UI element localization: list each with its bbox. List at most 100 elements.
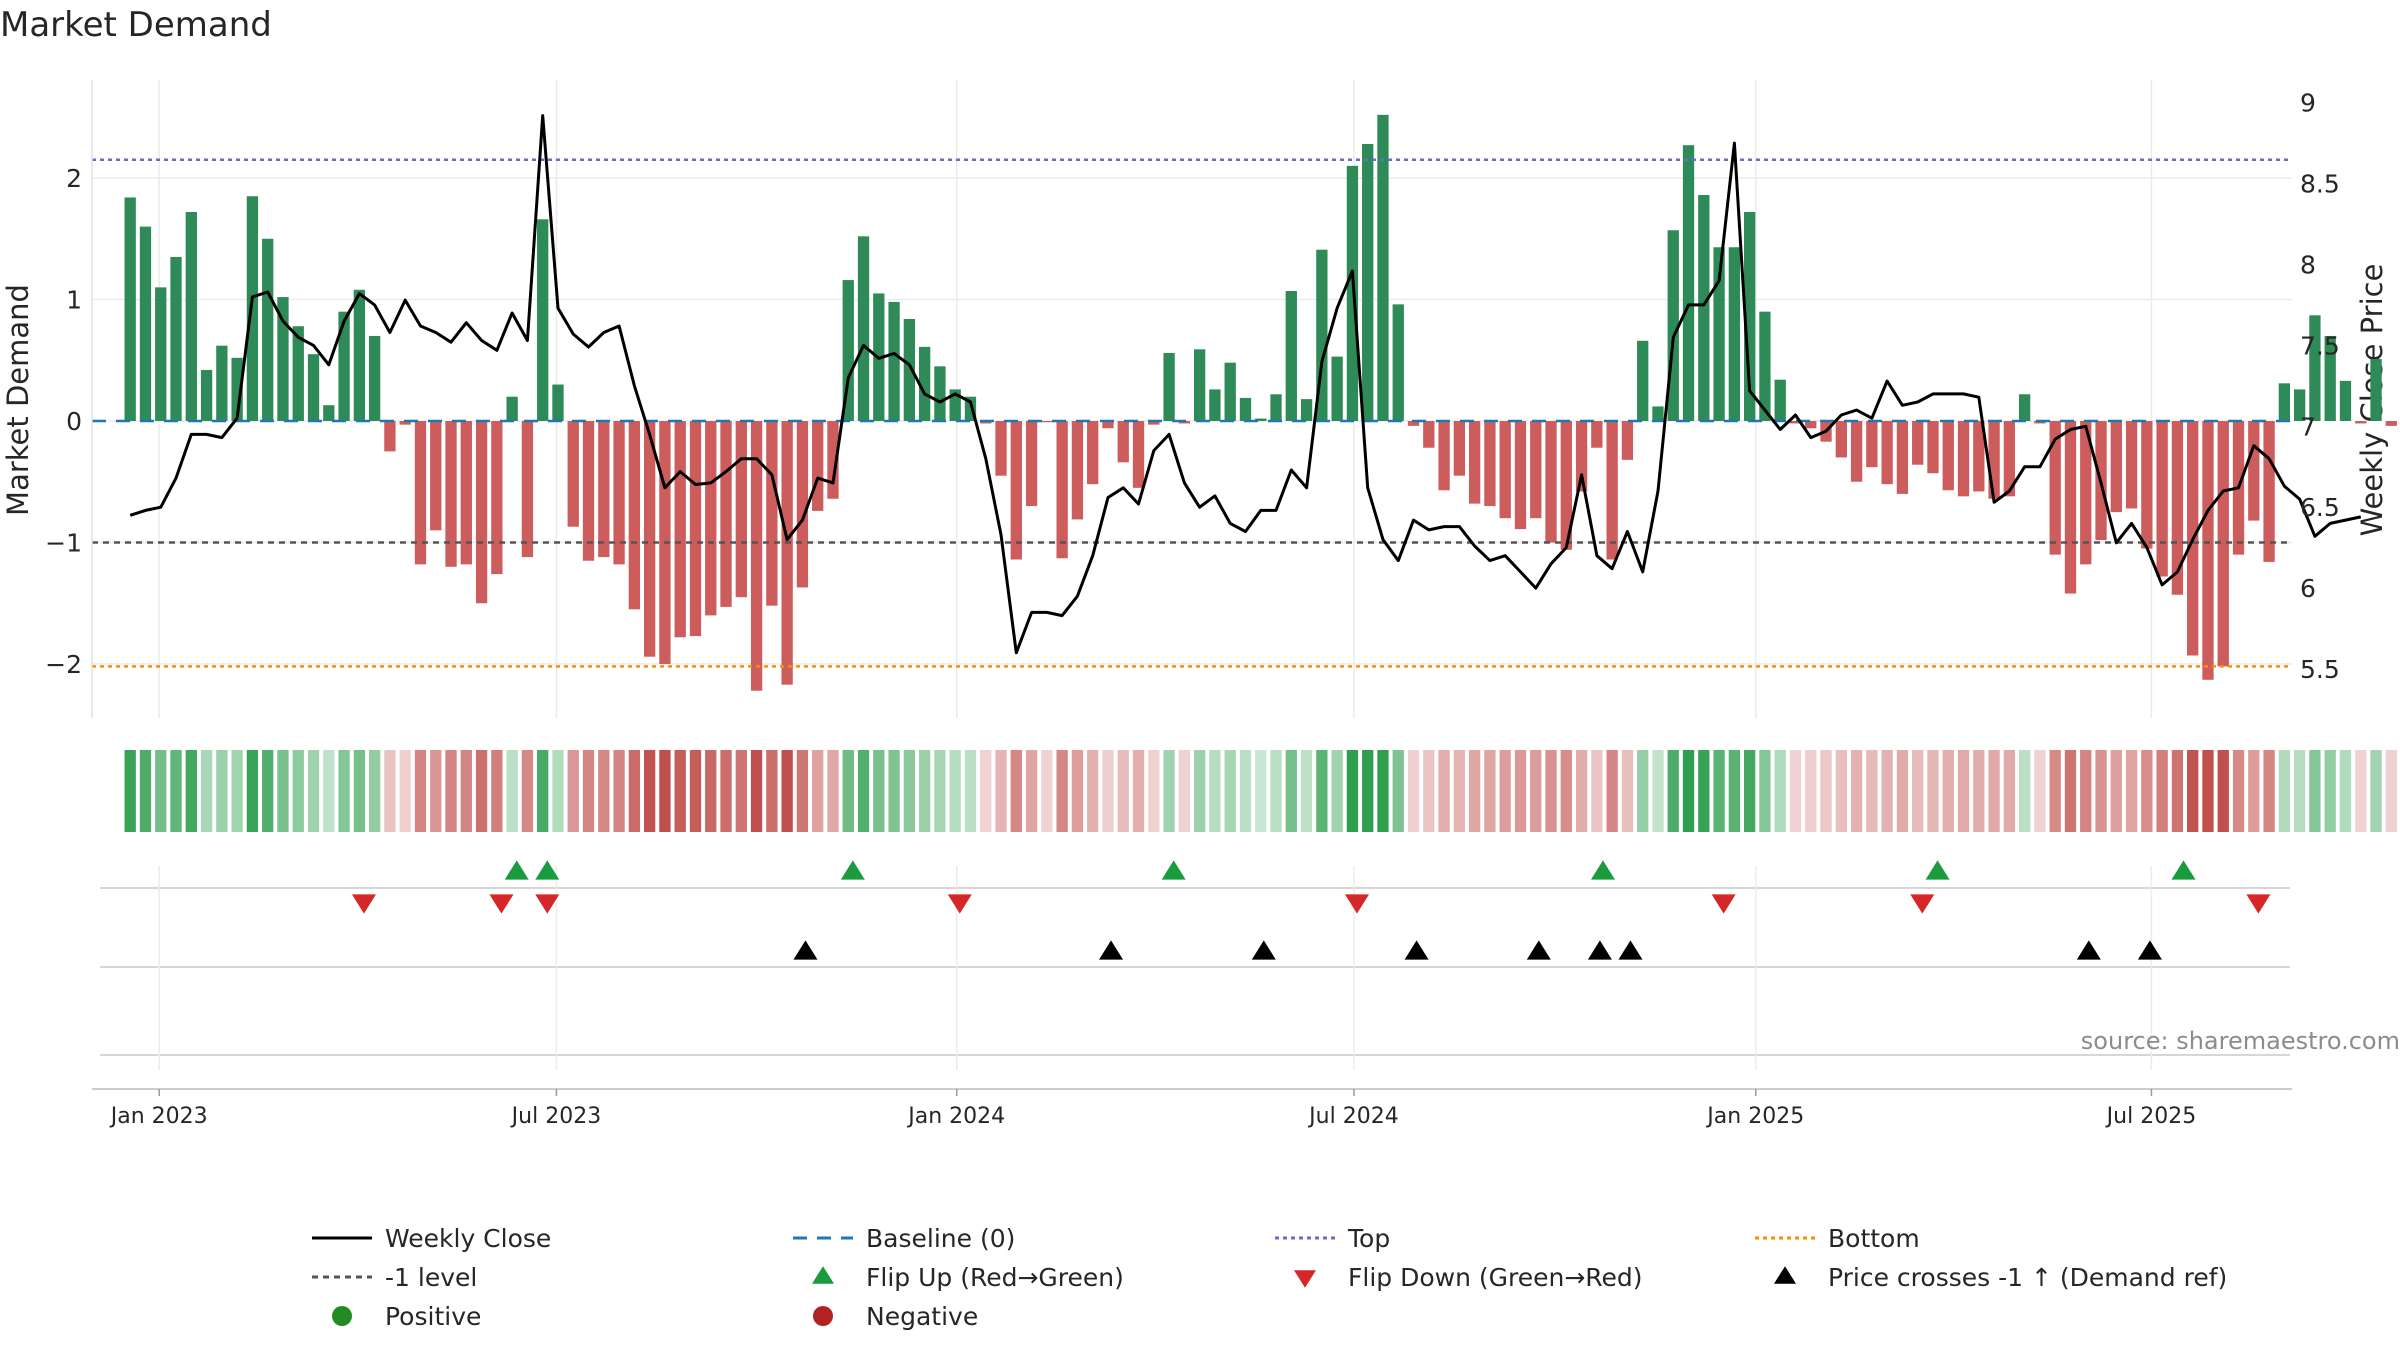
demand-bar bbox=[598, 421, 610, 558]
demand-bar bbox=[720, 421, 732, 607]
heat-cell bbox=[1667, 750, 1679, 832]
heat-cell bbox=[1423, 750, 1435, 832]
heat-cell bbox=[1010, 750, 1022, 832]
heat-cell bbox=[2370, 750, 2382, 832]
demand-bar bbox=[1270, 394, 1282, 421]
x-tick-label: Jul 2024 bbox=[1307, 1104, 1399, 1129]
heat-cell bbox=[1041, 750, 1053, 832]
demand-bar bbox=[445, 421, 457, 567]
axes: −2 −1 0 1 2 5.5 6 6.5 7 7.5 8 8.5 9 bbox=[45, 80, 2340, 718]
demand-bars bbox=[124, 114, 2397, 691]
heat-cell bbox=[598, 750, 610, 832]
demand-bar bbox=[277, 297, 289, 421]
heat-cell bbox=[1468, 750, 1481, 832]
demand-bar bbox=[430, 421, 442, 531]
demand-bar bbox=[582, 421, 595, 561]
heat-cell bbox=[1255, 750, 1267, 832]
demand-bar bbox=[2049, 421, 2061, 555]
heat-cell bbox=[1621, 750, 1634, 832]
heat-cell bbox=[1728, 750, 1741, 832]
heat-cell bbox=[1300, 750, 1313, 832]
heat-cell bbox=[1316, 750, 1328, 832]
legend-weekly-close-label: Weekly Close bbox=[385, 1224, 551, 1253]
heat-cell bbox=[705, 750, 717, 832]
demand-bar bbox=[1392, 304, 1404, 421]
heat-cell bbox=[995, 750, 1007, 832]
demand-bar bbox=[2202, 421, 2214, 680]
heat-cell bbox=[353, 750, 366, 832]
demand-bar bbox=[185, 212, 197, 421]
demand-bar bbox=[750, 421, 763, 691]
heat-cell bbox=[1209, 750, 1221, 832]
heat-cell bbox=[750, 750, 763, 832]
heat-cell bbox=[1392, 750, 1404, 832]
heat-cell bbox=[689, 750, 702, 832]
demand-bar bbox=[1331, 356, 1343, 421]
flip-down-marker bbox=[2246, 894, 2271, 914]
flip-down-marker bbox=[947, 894, 972, 914]
heat-cell bbox=[552, 750, 564, 832]
legend-negative-label: Negative bbox=[866, 1302, 978, 1331]
heat-cell bbox=[1025, 750, 1038, 832]
heat-cell bbox=[1239, 750, 1252, 832]
demand-bar bbox=[674, 421, 686, 638]
heat-cell bbox=[1789, 750, 1802, 832]
heat-cell bbox=[1759, 750, 1771, 832]
demand-bar bbox=[338, 311, 350, 421]
demand-bar bbox=[2324, 335, 2336, 421]
demand-bar bbox=[262, 238, 274, 421]
heat-cell bbox=[1942, 750, 1954, 832]
y-tick-label: 0 bbox=[66, 407, 82, 436]
heat-cell bbox=[2385, 750, 2397, 832]
demand-bar bbox=[1163, 352, 1175, 421]
heat-cell bbox=[2110, 750, 2122, 832]
heat-cell bbox=[1652, 750, 1664, 832]
heat-cell bbox=[613, 750, 625, 832]
demand-bar bbox=[1377, 114, 1389, 421]
heat-cell bbox=[796, 750, 809, 832]
legend-top-label: Top bbox=[1347, 1224, 1390, 1253]
heat-cell bbox=[1407, 750, 1420, 832]
heat-cell bbox=[934, 750, 946, 832]
y2-tick-label: 6.5 bbox=[2300, 493, 2340, 522]
heat-cell bbox=[1896, 750, 1909, 832]
demand-bar bbox=[1682, 145, 1695, 421]
heat-cell bbox=[1117, 750, 1129, 832]
demand-bar bbox=[2217, 421, 2229, 667]
demand-bar bbox=[1667, 230, 1679, 421]
heat-cell bbox=[2156, 750, 2168, 832]
demand-bar bbox=[2339, 380, 2352, 421]
heat-cell bbox=[628, 750, 641, 832]
demand-bar bbox=[491, 421, 503, 575]
flip-up-marker bbox=[840, 860, 865, 880]
heat-cell bbox=[1148, 750, 1160, 832]
heat-cell bbox=[1087, 750, 1099, 832]
demand-bar bbox=[1560, 421, 1572, 550]
demand-bar bbox=[1912, 421, 1924, 465]
demand-bar bbox=[735, 421, 747, 598]
heat-cell bbox=[1927, 750, 1939, 832]
demand-bar bbox=[368, 335, 381, 421]
demand-bar bbox=[1896, 421, 1909, 494]
heat-cell bbox=[521, 750, 534, 832]
price-cross-marker bbox=[1587, 940, 1612, 960]
heat-cell bbox=[766, 750, 778, 832]
legend-positive-label: Positive bbox=[385, 1302, 481, 1331]
demand-bar bbox=[1973, 421, 1985, 492]
demand-bar bbox=[827, 421, 839, 499]
heat-cell bbox=[1575, 750, 1588, 832]
heat-cell bbox=[1285, 750, 1297, 832]
flip-up-marker bbox=[1590, 860, 1615, 880]
heat-cell bbox=[246, 750, 259, 832]
heat-cell bbox=[1132, 750, 1145, 832]
x-tick-label: Jul 2023 bbox=[510, 1104, 602, 1129]
heat-cell bbox=[2217, 750, 2229, 832]
demand-bar bbox=[1346, 165, 1359, 421]
demand-bar bbox=[781, 421, 793, 685]
heat-cell bbox=[2355, 750, 2367, 832]
demand-bar bbox=[384, 421, 396, 452]
heat-cell bbox=[1850, 750, 1863, 832]
demand-bar bbox=[2080, 421, 2092, 565]
demand-bar bbox=[1866, 421, 1878, 468]
heat-cell bbox=[2202, 750, 2214, 832]
